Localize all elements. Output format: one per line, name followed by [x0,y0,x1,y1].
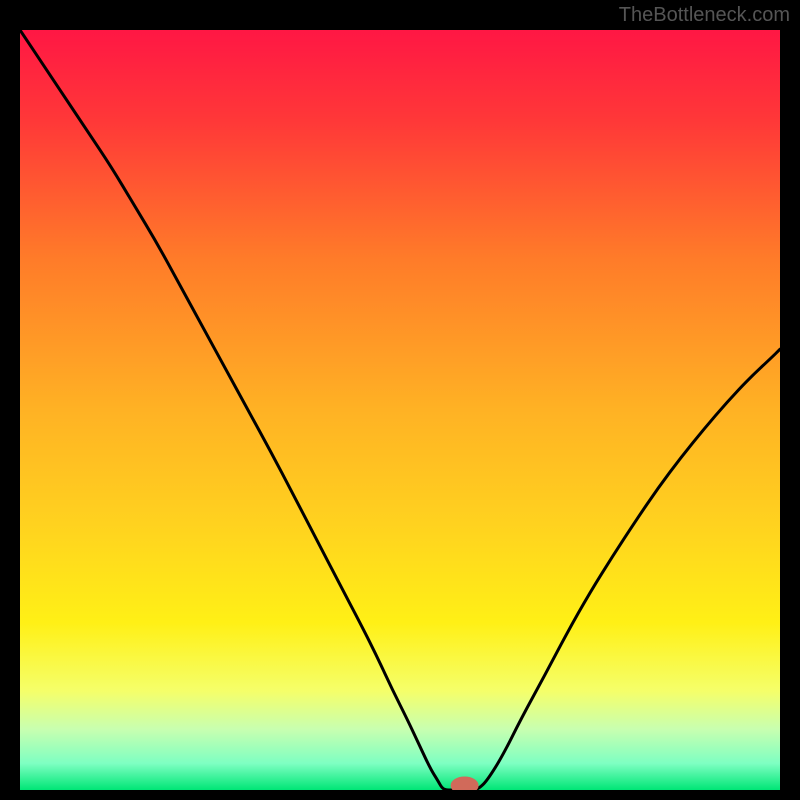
chart-svg [20,30,780,790]
gradient-background [20,30,780,790]
watermark-text: TheBottleneck.com [619,4,790,27]
plot-area [20,30,780,790]
chart-container: TheBottleneck.com [0,0,800,800]
